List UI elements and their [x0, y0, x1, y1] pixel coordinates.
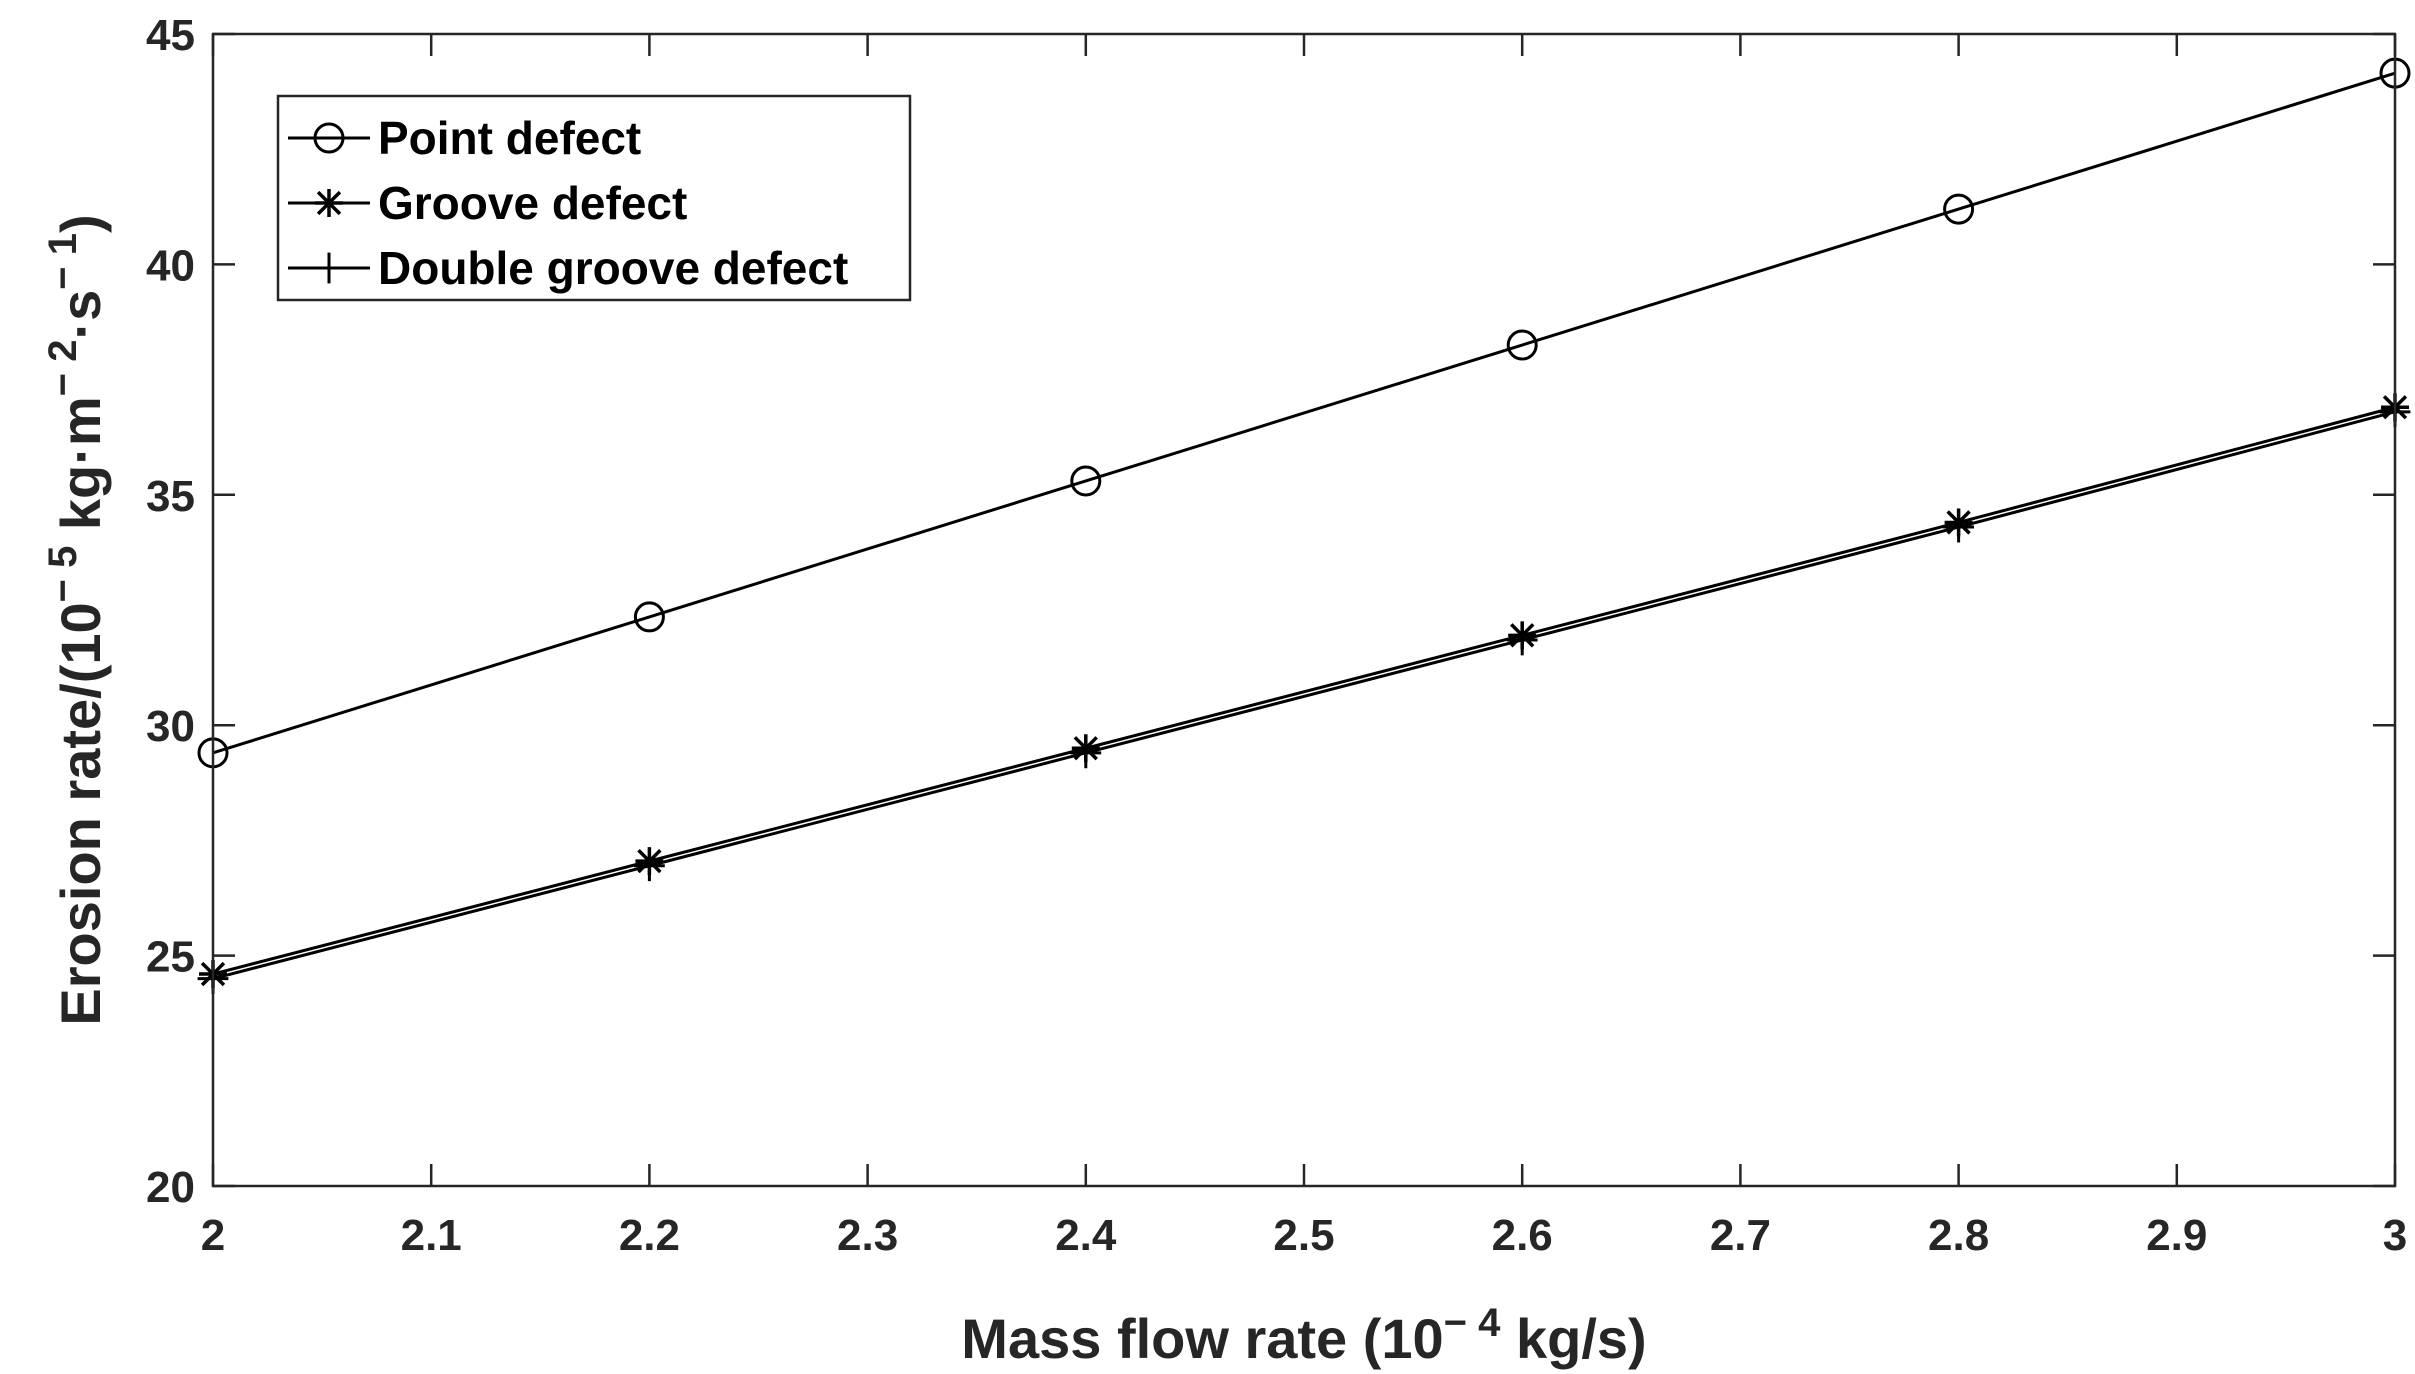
data-point-point-defect [1943, 193, 1975, 225]
x-tick-label: 2.3 [837, 1211, 898, 1260]
legend-marker-point-defect [313, 122, 345, 154]
plot-series [197, 57, 2411, 995]
legend-marker-double-groove-defect [313, 252, 345, 284]
legend: Point defect Groove defect Double groove d… [276, 94, 912, 302]
y-tick-label: 45 [146, 11, 195, 60]
y-axis-title-exponent-3: − 1 [41, 233, 85, 290]
y-axis-title-exponent-2: − 2 [41, 340, 85, 397]
x-tick-label: 3 [2383, 1211, 2407, 1260]
legend-label-groove-defect: Groove defect [378, 177, 687, 229]
data-point-point-defect [1506, 329, 1538, 361]
data-point-double-groove-defect [1943, 511, 1974, 543]
x-axis-title-prefix: Mass flow rate (10 [961, 1307, 1443, 1370]
data-point-point-defect [1070, 465, 1102, 497]
y-tick-label: 25 [146, 933, 195, 982]
y-tick-label: 35 [146, 472, 195, 521]
legend-label-point-defect: Point defect [378, 112, 641, 164]
x-tick-label: 2.8 [1928, 1211, 1989, 1260]
y-tick-label: 20 [146, 1163, 195, 1212]
x-tick-label: 2.6 [1492, 1211, 1553, 1260]
x-axis-title-exponent: − 4 [1444, 1301, 1501, 1345]
legend-box [276, 94, 912, 302]
series-line-groove-defect [212, 405, 2396, 976]
x-axis-title-suffix: kg/s) [1500, 1307, 1646, 1370]
y-axis-title-prefix: Erosion rate/(10 [49, 602, 112, 1025]
data-point-double-groove-defect [1070, 737, 1102, 769]
data-point-point-defect [633, 601, 665, 633]
legend-label-double-groove-defect: Double groove defect [378, 242, 848, 294]
x-tick-label: 2 [201, 1211, 225, 1260]
x-axis-title: Mass flow rate (10− 4 kg/s) [961, 1301, 1646, 1370]
x-tick-label: 2.5 [1273, 1211, 1334, 1260]
y-axis-title-unit-s: ·s [49, 290, 112, 340]
series-line-point-defect [212, 71, 2396, 755]
legend-marker-groove-defect [315, 189, 343, 217]
y-axis-title: Erosion rate/(10− 5 kg·m− 2·s− 1) [41, 214, 112, 1025]
x-tick-label: 2.2 [619, 1211, 680, 1260]
y-axis-title-unit-kg-m: kg·m [49, 396, 112, 545]
series-line-double-groove-defect [212, 410, 2396, 981]
y-axis-title-exponent-1: − 5 [41, 546, 85, 603]
axis-tick-labels: 2 2.1 2.2 2.3 2.4 2.5 2.6 2.7 2.8 2.9 3 20 25 30 35 40 4… [146, 11, 2407, 1260]
x-tick-label: 2.1 [401, 1211, 462, 1260]
x-tick-label: 2.4 [1055, 1211, 1117, 1260]
y-tick-label: 30 [146, 702, 195, 751]
plot-area-frame [211, 32, 2397, 1188]
y-tick-label: 40 [146, 241, 195, 290]
x-tick-label: 2.7 [1710, 1211, 1771, 1260]
y-axis-title-suffix: ) [49, 214, 112, 233]
x-tick-label: 2.9 [2146, 1211, 2207, 1260]
data-point-double-groove-defect [634, 850, 665, 882]
data-point-double-groove-defect [1506, 624, 1538, 656]
